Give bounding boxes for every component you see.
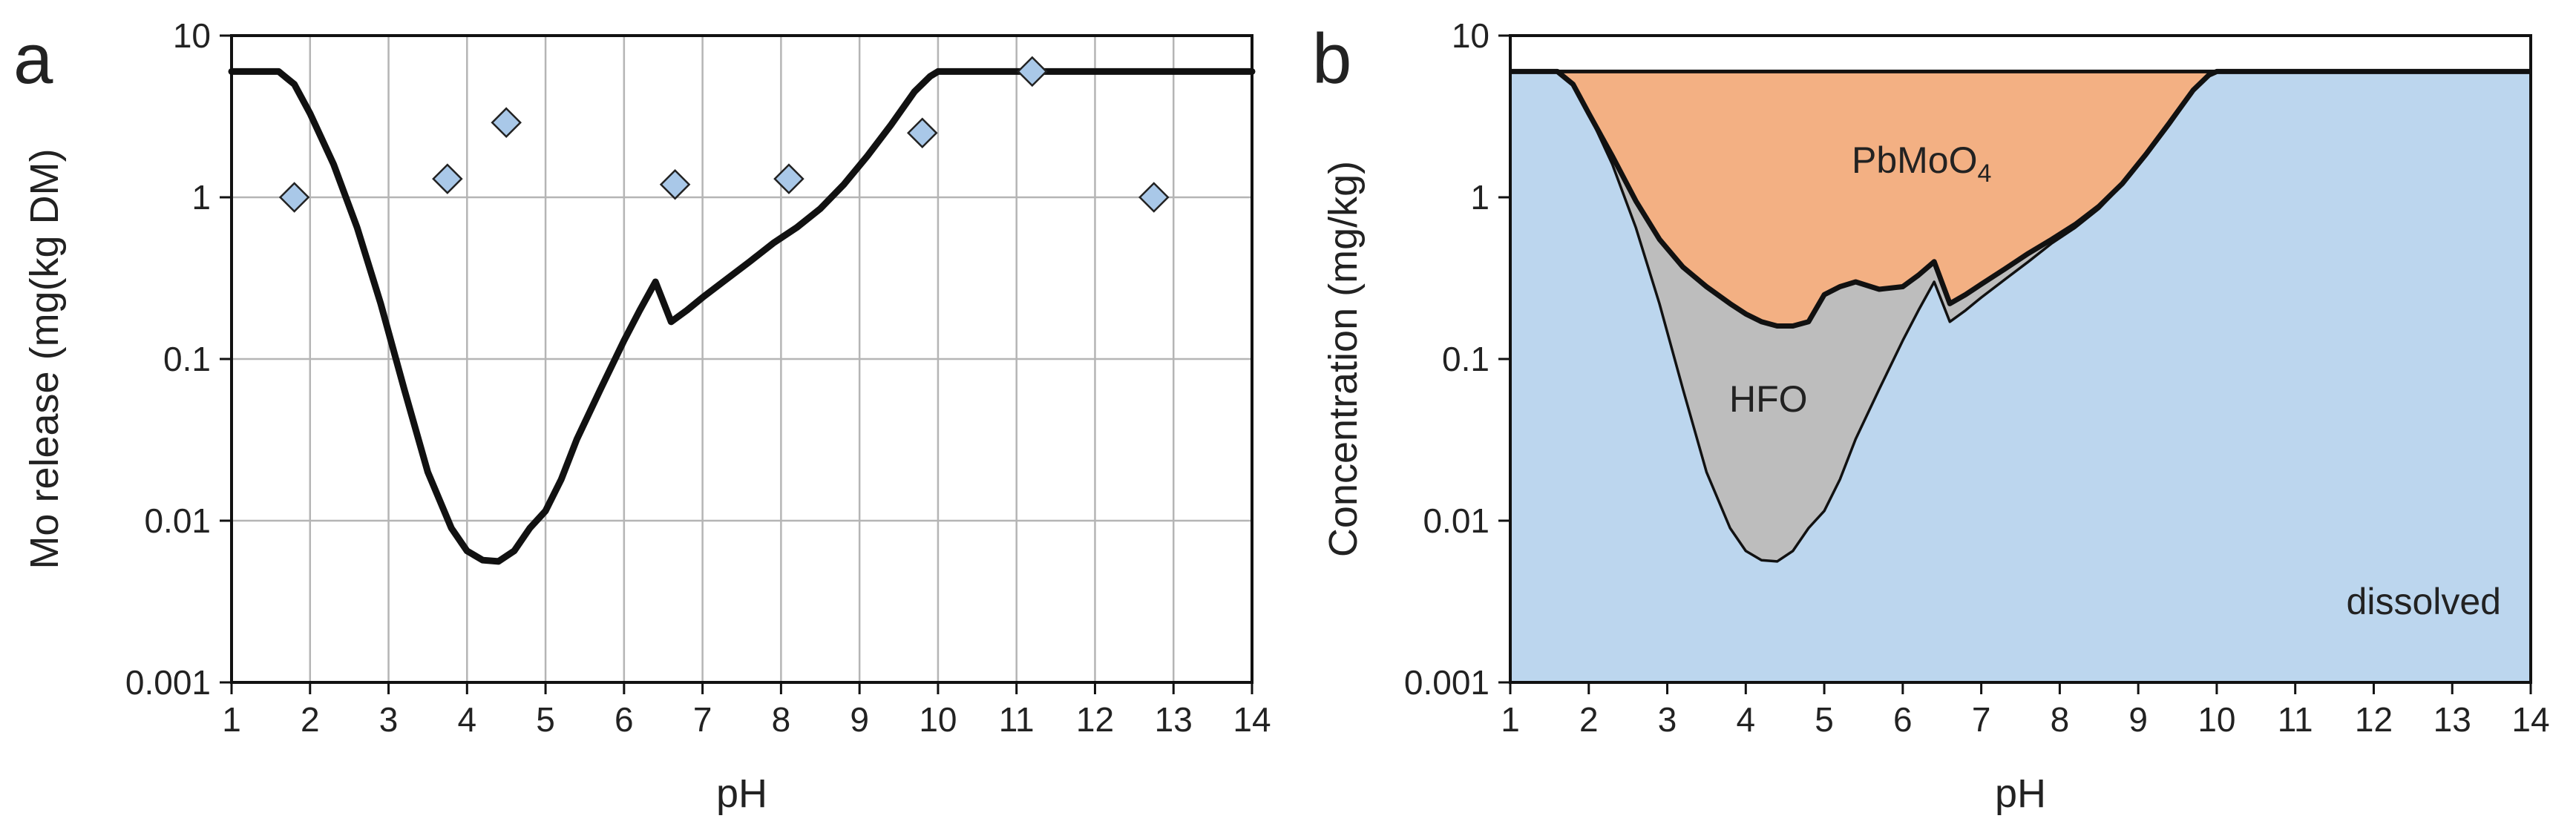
b-x-tick-label: 11 [2278,700,2313,739]
b-y-tick-label: 1 [1470,178,1489,217]
a-x-tick-label: 12 [1076,700,1114,739]
a-x-tick-label: 4 [458,700,477,739]
hfo-boundary-line [1510,68,2531,329]
measured-point [907,117,938,149]
b-x-tick-label: 2 [1579,700,1599,739]
panel-b-y-ticks: 0.001 0.01 0.1 1 10 [1404,16,1510,702]
panel-a-line-layer [228,67,1256,565]
measured-point [432,163,463,194]
b-y-tick-label: 0.01 [1423,501,1489,540]
area-dissolved [1510,71,2531,682]
a-y-tick-label: 0.001 [125,663,211,702]
b-y-tick-label: 0.1 [1442,340,1489,378]
b-x-tick-label: 7 [1972,700,1991,739]
panel-b-x-axis-label: pH [1995,771,2046,816]
a-x-tick-label: 5 [536,700,555,739]
a-y-tick-label: 10 [173,16,211,55]
a-x-tick-label: 14 [1233,700,1271,739]
a-x-tick-label: 10 [919,700,957,739]
b-y-tick-label: 10 [1452,16,1489,55]
measured-point [491,107,522,138]
a-y-tick-label: 0.01 [144,501,211,540]
b-x-tick-label: 3 [1658,700,1677,739]
measured-point [659,168,691,200]
panel-a-y-ticks: 0.001 0.01 0.1 1 10 [125,16,232,702]
area-hfo [1510,71,2531,561]
panel-b-area-layer [1510,68,2531,682]
measured-point [1138,182,1170,213]
panel-a-x-ticks: 1 2 3 4 5 6 7 8 9 10 11 12 13 14 [222,682,1271,739]
a-y-tick-label: 1 [191,178,211,217]
a-x-tick-label: 6 [614,700,634,739]
region-label-pbmoo4-main: PbMoO [1852,139,1978,181]
model-line [228,67,1256,565]
panel-b-y-axis-label: Concentration (mg/kg) [1321,161,1366,557]
b-x-tick-label: 5 [1815,700,1834,739]
b-x-tick-label: 8 [2051,700,2070,739]
region-label-dissolved: dissolved [2347,581,2501,622]
a-x-tick-label: 1 [222,700,241,739]
a-y-tick-label: 0.1 [163,340,211,378]
b-x-tick-label: 13 [2434,700,2471,739]
b-y-tick-label: 0.001 [1404,663,1489,702]
panel-b-label: b [1312,19,1351,99]
region-label-pbmoo4-subscript: 4 [1978,159,1992,188]
b-x-tick-label: 6 [1893,700,1913,739]
a-x-tick-label: 13 [1155,700,1193,739]
panel-a-label: a [13,19,53,99]
a-x-tick-label: 8 [772,700,791,739]
b-x-tick-label: 10 [2198,700,2235,739]
panel-a-x-axis-label: pH [716,771,767,816]
panel-b-x-ticks: 1 2 3 4 5 6 7 8 9 10 11 12 13 14 [1501,682,2550,739]
measured-point [278,182,310,213]
a-x-tick-label: 7 [693,700,712,739]
measured-point [1017,56,1048,88]
area-pbmoo4 [1510,71,2531,326]
panel-a-y-axis-label: Mo release (mg(kg DM) [22,148,67,569]
b-x-tick-label: 4 [1737,700,1756,739]
region-label-hfo: HFO [1729,378,1808,420]
a-x-tick-label: 11 [999,700,1035,739]
b-x-tick-label: 14 [2511,700,2549,739]
measured-point [773,163,804,194]
b-x-tick-label: 12 [2355,700,2393,739]
region-label-pbmoo4: PbMoO4 [1852,139,1991,188]
a-x-tick-label: 9 [850,700,869,739]
b-x-tick-label: 9 [2128,700,2148,739]
b-x-tick-label: 1 [1501,700,1520,739]
panel-a-marker-layer [278,56,1170,213]
a-x-tick-label: 2 [301,700,320,739]
a-x-tick-label: 3 [379,700,399,739]
